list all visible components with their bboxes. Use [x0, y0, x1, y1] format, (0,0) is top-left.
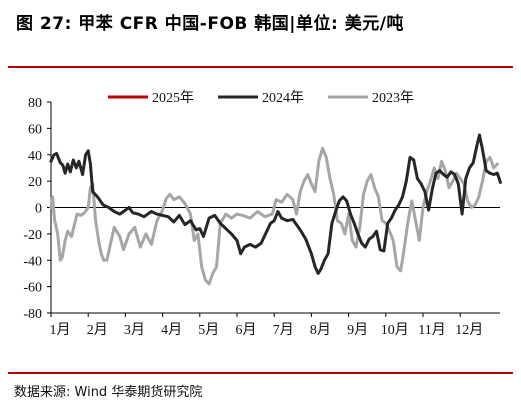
bottom-divider: [8, 372, 513, 374]
y-tick-label: 0: [35, 202, 42, 217]
y-tick-label: 40: [28, 149, 42, 164]
x-tick-label: 4月: [161, 322, 182, 338]
y-tick-label: -20: [23, 228, 42, 243]
legend-label: 2024年: [262, 90, 304, 106]
legend-label: 2023年: [372, 90, 414, 106]
x-tick-label: 2月: [87, 322, 108, 338]
legend-label: 2025年: [152, 90, 194, 106]
x-tick-label: 10月: [381, 322, 409, 338]
y-tick-label: -40: [23, 254, 42, 269]
y-tick-label: 20: [28, 175, 42, 190]
chart-title: 图 27: 甲苯 CFR 中国-FOB 韩国|单位: 美元/吨: [16, 14, 404, 34]
x-tick-label: 12月: [455, 322, 483, 338]
series-line-2023年: [49, 146, 499, 286]
x-tick-label: 8月: [310, 322, 331, 338]
x-tick-label: 3月: [124, 322, 145, 338]
legend: 2025年 2024年 2023年: [108, 90, 414, 106]
series-layer: [49, 133, 502, 286]
x-tick-label: 1月: [50, 322, 71, 338]
y-tick-label: 60: [28, 122, 42, 137]
top-divider: [8, 66, 513, 68]
x-tick-label: 9月: [347, 322, 368, 338]
y-tick-label: -60: [23, 281, 42, 296]
series-line-2024年: [49, 133, 502, 275]
x-tick-label: 7月: [273, 322, 294, 338]
x-tick-label: 11月: [418, 322, 445, 338]
y-tick-label: -80: [23, 307, 42, 322]
y-tick-label: 80: [28, 96, 42, 111]
x-tick-label: 6月: [236, 322, 257, 338]
x-tick-label: 5月: [198, 322, 219, 338]
data-source: 数据来源: Wind 华泰期货研究院: [14, 385, 203, 400]
